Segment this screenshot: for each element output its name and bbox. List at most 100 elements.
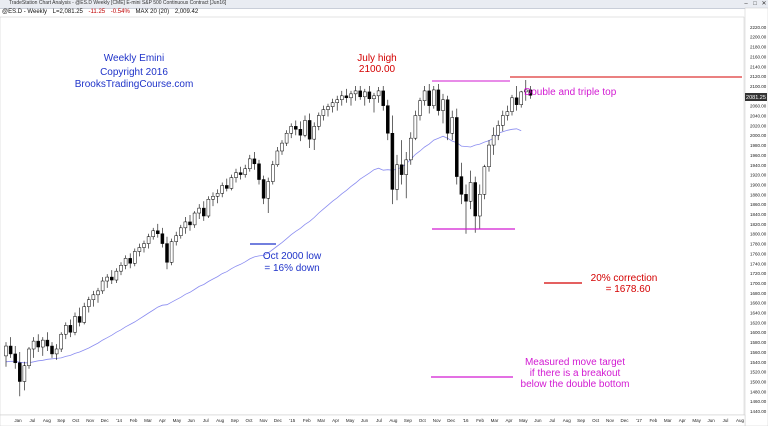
candle-101: [468, 170, 473, 210]
candle-72: [335, 95, 339, 111]
candle-88: [409, 132, 413, 165]
y-tick-label: 1800.00: [750, 232, 767, 237]
candle-body: [528, 89, 533, 96]
candle-16: [77, 307, 82, 327]
candle-113: [524, 80, 528, 101]
candle-body: [211, 196, 215, 200]
candle-body: [284, 132, 289, 144]
x-tick-label: Mar: [491, 418, 499, 423]
candle-82: [381, 85, 385, 111]
candle-body: [215, 193, 220, 197]
candle-77: [358, 85, 362, 100]
candle-30: [142, 240, 146, 253]
candle-56: [261, 175, 266, 205]
last-price-marker: [745, 93, 767, 101]
candle-body: [353, 90, 358, 95]
x-tick-label: Nov: [86, 418, 95, 423]
candle-body: [303, 120, 307, 136]
candle-body: [133, 251, 137, 264]
candle-36: [169, 238, 174, 266]
candle-93: [432, 85, 436, 109]
candle-24: [114, 268, 119, 283]
candle-80: [372, 92, 376, 113]
candle-9: [45, 332, 50, 351]
window-title: TradeStation Chart Analysis - @ES.D Week…: [9, 0, 227, 6]
candle-body: [330, 102, 335, 107]
y-tick-label: 2060.00: [750, 104, 767, 109]
candle-body: [87, 299, 91, 307]
candle-13: [64, 322, 68, 340]
candle-body: [36, 340, 40, 348]
candle-body: [96, 290, 100, 296]
x-tick-label: Feb: [303, 418, 311, 423]
close-button[interactable]: ✕: [761, 1, 767, 7]
ema-series-line: [5, 128, 522, 364]
candle-body: [404, 159, 408, 175]
candle-body: [18, 362, 22, 382]
y-tick-label: 1780.00: [750, 242, 767, 247]
y-tick-label: 2200.00: [750, 35, 767, 40]
candle-body: [4, 345, 8, 357]
y-tick-label: 2120.00: [750, 74, 767, 79]
candle-body: [390, 132, 395, 190]
candle-body: [206, 199, 211, 217]
candle-96: [445, 95, 450, 141]
x-tick-label: Nov: [259, 418, 268, 423]
candle-body: [468, 182, 473, 202]
candle-body: [501, 115, 505, 126]
candle-12: [59, 332, 63, 352]
candle-57: [266, 177, 270, 214]
candle-body: [376, 90, 381, 97]
net-change: -11.25: [88, 9, 106, 15]
candle-body: [59, 333, 63, 350]
x-tick-label: Sep: [404, 418, 413, 423]
annotation-measured-move: Measured move target: [524, 357, 626, 368]
candle-15: [73, 312, 77, 336]
candle-5: [27, 347, 31, 369]
candle-body: [114, 270, 119, 281]
candle-body: [31, 340, 36, 350]
candle-38: [179, 224, 183, 239]
candle-body: [344, 95, 349, 99]
y-tick-label: 1620.00: [750, 320, 767, 325]
candle-67: [312, 122, 316, 150]
candle-body: [68, 325, 73, 333]
x-tick-label: Feb: [130, 418, 138, 423]
candle-22: [105, 274, 109, 288]
candle-54: [252, 151, 257, 170]
maximize-button[interactable]: □: [753, 1, 757, 7]
y-tick-label: 2000.00: [750, 133, 767, 138]
candle-body: [142, 243, 146, 248]
x-tick-label: Oct: [419, 418, 427, 423]
candle-body: [22, 365, 27, 382]
candle-74: [344, 88, 349, 103]
annotation-july-high: July high: [357, 53, 397, 64]
candle-body: [381, 90, 385, 106]
candle-14: [68, 319, 73, 338]
candle-body: [294, 126, 298, 130]
candle-body: [455, 117, 459, 177]
candle-50: [234, 168, 238, 183]
candle-28: [133, 248, 137, 267]
y-tick-label: 1960.00: [750, 153, 767, 158]
percent-change: -0.54%: [110, 9, 130, 15]
candle-body: [478, 194, 482, 217]
y-tick-label: 1580.00: [750, 340, 767, 345]
candle-body: [137, 247, 142, 252]
y-tick-label: 2040.00: [750, 114, 767, 119]
candle-44: [206, 196, 211, 218]
candle-8: [41, 337, 45, 356]
candle-48: [225, 178, 229, 192]
candle-19: [91, 290, 96, 307]
candle-7: [36, 334, 40, 352]
candle-40: [188, 215, 192, 231]
candle-body: [418, 100, 422, 116]
candle-98: [455, 108, 459, 185]
candle-2: [13, 346, 17, 369]
candle-body: [289, 126, 293, 134]
candle-41: [192, 211, 197, 228]
candle-body: [146, 236, 151, 244]
candle-87: [404, 151, 408, 199]
minimize-button[interactable]: –: [744, 1, 748, 7]
